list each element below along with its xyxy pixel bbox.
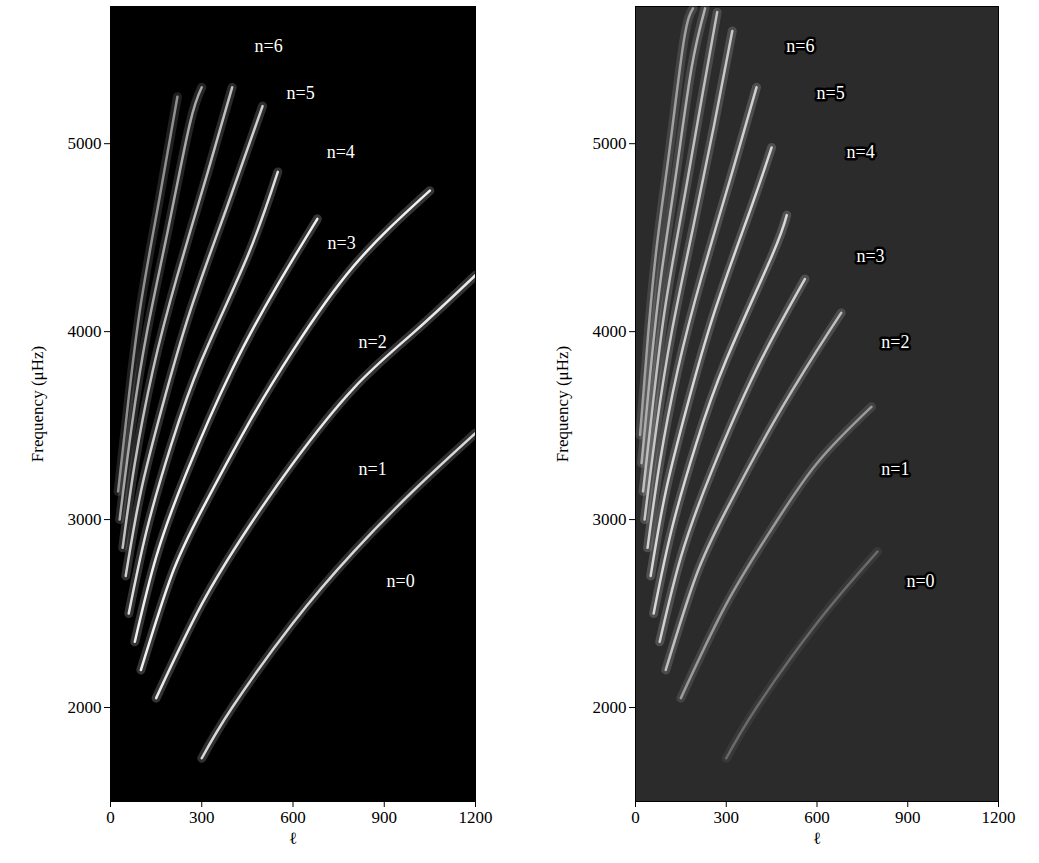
svg-text:Frequency (μHz): Frequency (μHz) bbox=[553, 346, 572, 462]
svg-text:n=1: n=1 bbox=[359, 459, 387, 479]
svg-text:n=3: n=3 bbox=[856, 246, 884, 266]
svg-text:n=4: n=4 bbox=[846, 142, 874, 162]
svg-text:n=5: n=5 bbox=[817, 83, 845, 103]
svg-text:n=3: n=3 bbox=[328, 233, 356, 253]
svg-text:2000: 2000 bbox=[68, 698, 102, 717]
svg-text:n=0: n=0 bbox=[906, 571, 934, 591]
svg-text:2000: 2000 bbox=[593, 698, 627, 717]
svg-text:n=4: n=4 bbox=[846, 142, 874, 162]
svg-text:ℓ: ℓ bbox=[289, 829, 297, 848]
svg-text:n=1: n=1 bbox=[881, 459, 909, 479]
svg-text:n=6: n=6 bbox=[255, 36, 283, 56]
svg-text:3000: 3000 bbox=[593, 510, 627, 529]
svg-text:1200: 1200 bbox=[459, 808, 493, 827]
svg-text:4000: 4000 bbox=[593, 322, 627, 341]
svg-text:n=0: n=0 bbox=[906, 571, 934, 591]
svg-text:0: 0 bbox=[106, 808, 115, 827]
svg-text:n=2: n=2 bbox=[359, 332, 387, 352]
svg-text:n=1: n=1 bbox=[881, 459, 909, 479]
svg-text:1200: 1200 bbox=[982, 808, 1016, 827]
svg-text:900: 900 bbox=[372, 808, 398, 827]
svg-text:600: 600 bbox=[804, 808, 830, 827]
svg-text:0: 0 bbox=[631, 808, 640, 827]
svg-text:n=3: n=3 bbox=[328, 233, 356, 253]
svg-text:Frequency (μHz): Frequency (μHz) bbox=[28, 346, 47, 462]
svg-text:3000: 3000 bbox=[68, 510, 102, 529]
svg-text:n=5: n=5 bbox=[817, 83, 845, 103]
svg-text:600: 600 bbox=[280, 808, 306, 827]
svg-text:ℓ: ℓ bbox=[813, 829, 821, 848]
svg-text:4000: 4000 bbox=[68, 322, 102, 341]
svg-text:n=4: n=4 bbox=[327, 142, 355, 162]
svg-text:5000: 5000 bbox=[593, 134, 627, 153]
svg-text:5000: 5000 bbox=[68, 134, 102, 153]
svg-text:300: 300 bbox=[189, 808, 215, 827]
svg-text:n=3: n=3 bbox=[856, 246, 884, 266]
svg-text:n=6: n=6 bbox=[786, 36, 814, 56]
svg-text:n=4: n=4 bbox=[327, 142, 355, 162]
svg-text:n=1: n=1 bbox=[359, 459, 387, 479]
svg-text:300: 300 bbox=[714, 808, 740, 827]
svg-text:n=2: n=2 bbox=[359, 332, 387, 352]
svg-text:n=6: n=6 bbox=[786, 36, 814, 56]
svg-text:n=0: n=0 bbox=[387, 571, 415, 591]
svg-text:n=2: n=2 bbox=[881, 332, 909, 352]
svg-text:900: 900 bbox=[895, 808, 921, 827]
svg-text:n=0: n=0 bbox=[387, 571, 415, 591]
svg-text:n=5: n=5 bbox=[287, 83, 315, 103]
svg-text:n=5: n=5 bbox=[287, 83, 315, 103]
svg-text:n=2: n=2 bbox=[881, 332, 909, 352]
svg-text:n=6: n=6 bbox=[255, 36, 283, 56]
